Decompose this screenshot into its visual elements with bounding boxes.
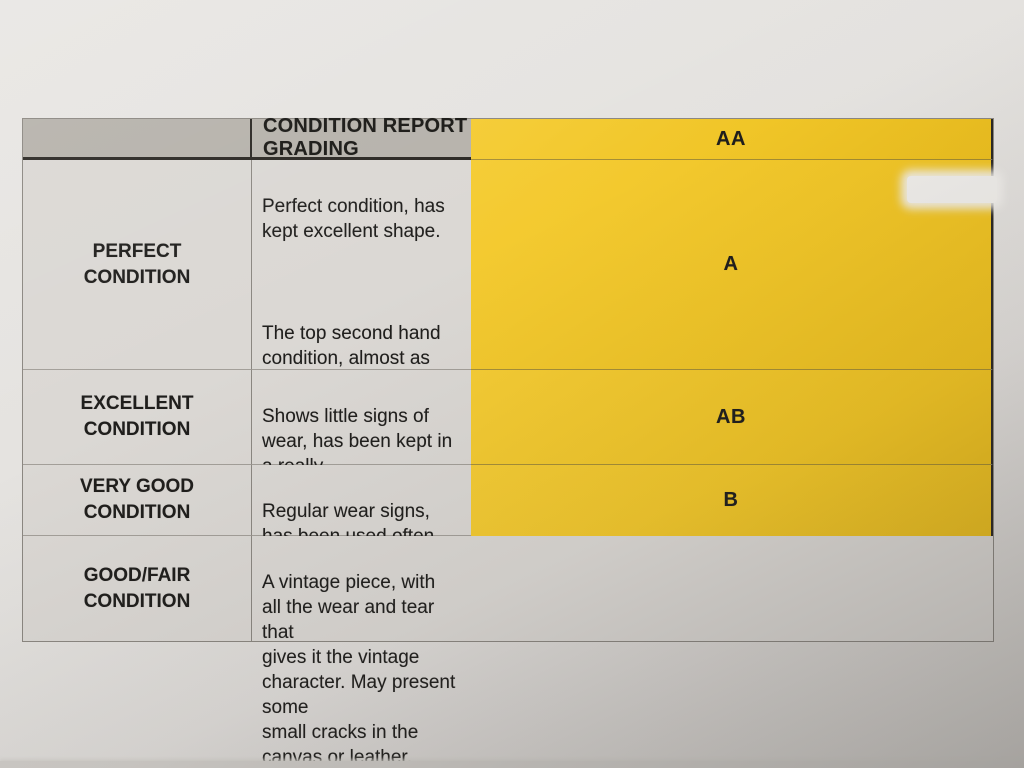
- description-paragraph: A vintage piece, with all the wear and t…: [262, 572, 456, 768]
- grade-cell-aa: AA: [471, 119, 993, 160]
- grade-cell-ab: AB: [471, 370, 993, 465]
- condition-label-excellent: EXCELLENT CONDITION: [23, 370, 252, 465]
- whiteout-patch: [907, 176, 997, 203]
- paper-bottom-edge: [0, 761, 1024, 768]
- condition-label-very-good: VERY GOOD CONDITION: [23, 465, 252, 536]
- description-cell-ab: Regular wear signs, has been used often …: [252, 465, 471, 622]
- description-cell-aa: Perfect condition, has kept excellent sh…: [252, 160, 997, 546]
- table-title: CONDITION REPORT GRADING: [252, 115, 471, 160]
- condition-grading-table: CONDITION REPORT GRADING AA PERFECT COND…: [22, 115, 997, 768]
- condition-label-good-fair: GOOD/FAIR CONDITION: [23, 536, 252, 641]
- description-cell-a: Shows little signs of wear, has been kep…: [252, 370, 471, 602]
- header-empty-cell: [23, 119, 252, 160]
- grade-cell-a: A: [471, 160, 993, 370]
- grade-cell-b: B: [471, 465, 993, 536]
- condition-label-perfect: PERFECT CONDITION: [23, 160, 252, 370]
- description-paragraph: Perfect condition, has kept excellent sh…: [262, 196, 445, 242]
- description-cell-b: A vintage piece, with all the wear and t…: [252, 536, 471, 768]
